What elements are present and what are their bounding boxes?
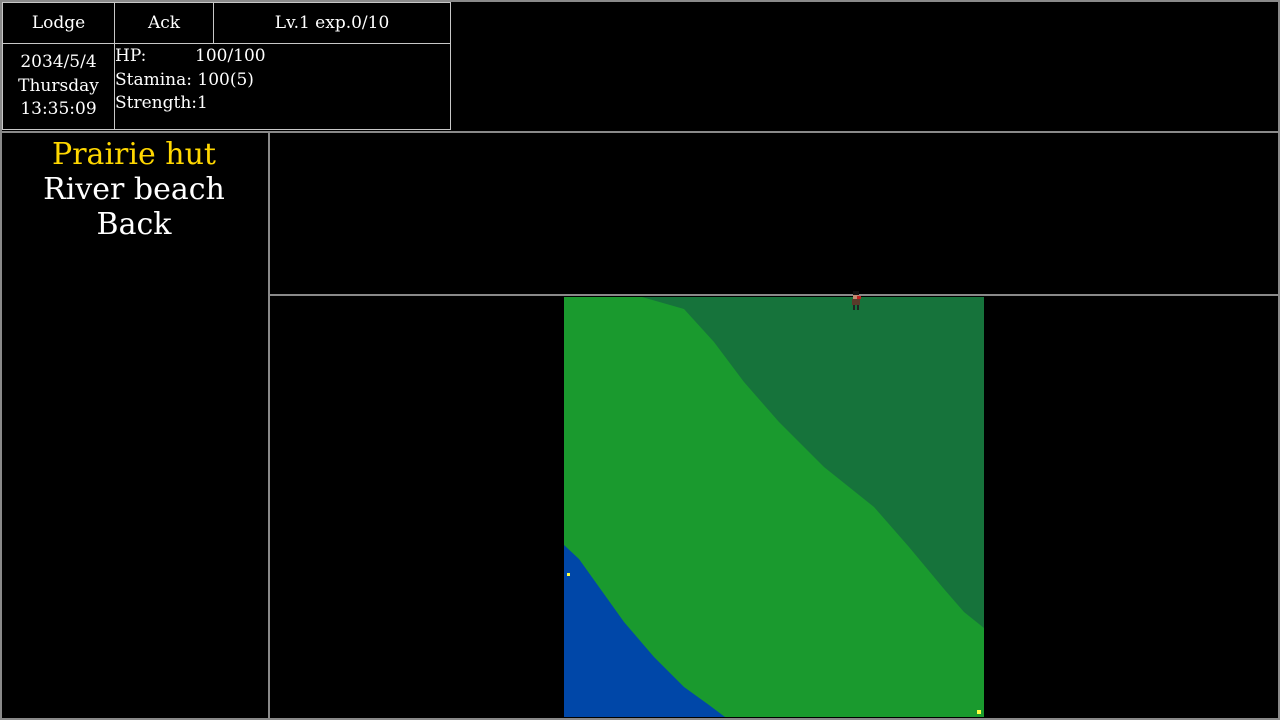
destination-menu: Prairie hut River beach Back: [0, 137, 268, 242]
menu-item-prairie-hut[interactable]: Prairie hut: [52, 137, 216, 172]
water-area: [564, 545, 725, 717]
stat-hp: HP: 100/100: [115, 46, 266, 66]
map-view: [564, 297, 984, 717]
menu-item-back[interactable]: Back: [96, 207, 172, 242]
message-panel: [268, 131, 1280, 296]
location-label: Lodge: [2, 2, 115, 44]
stats-list: HP: 100/100 Stamina: 100(5) Strength:1: [115, 45, 266, 116]
item-marker[interactable]: [977, 710, 981, 714]
stat-strength: Strength:1: [115, 93, 208, 113]
player-character-sprite: [852, 291, 861, 310]
time: 13:35:09: [20, 99, 97, 120]
character-name: Ack: [114, 2, 214, 44]
weekday: Thursday: [18, 75, 99, 96]
date: 2034/5/4: [20, 52, 97, 73]
forest-area: [642, 297, 984, 628]
menu-item-river-beach[interactable]: River beach: [43, 172, 225, 207]
stat-stamina: Stamina: 100(5): [115, 69, 254, 90]
item-marker[interactable]: [567, 573, 570, 576]
datetime-cell: 2034/5/4 Thursday 13:35:09: [2, 43, 115, 130]
stats-cell: [114, 43, 451, 130]
menu-panel: [0, 131, 270, 720]
level-exp: Lv.1 exp.0/10: [213, 2, 451, 44]
